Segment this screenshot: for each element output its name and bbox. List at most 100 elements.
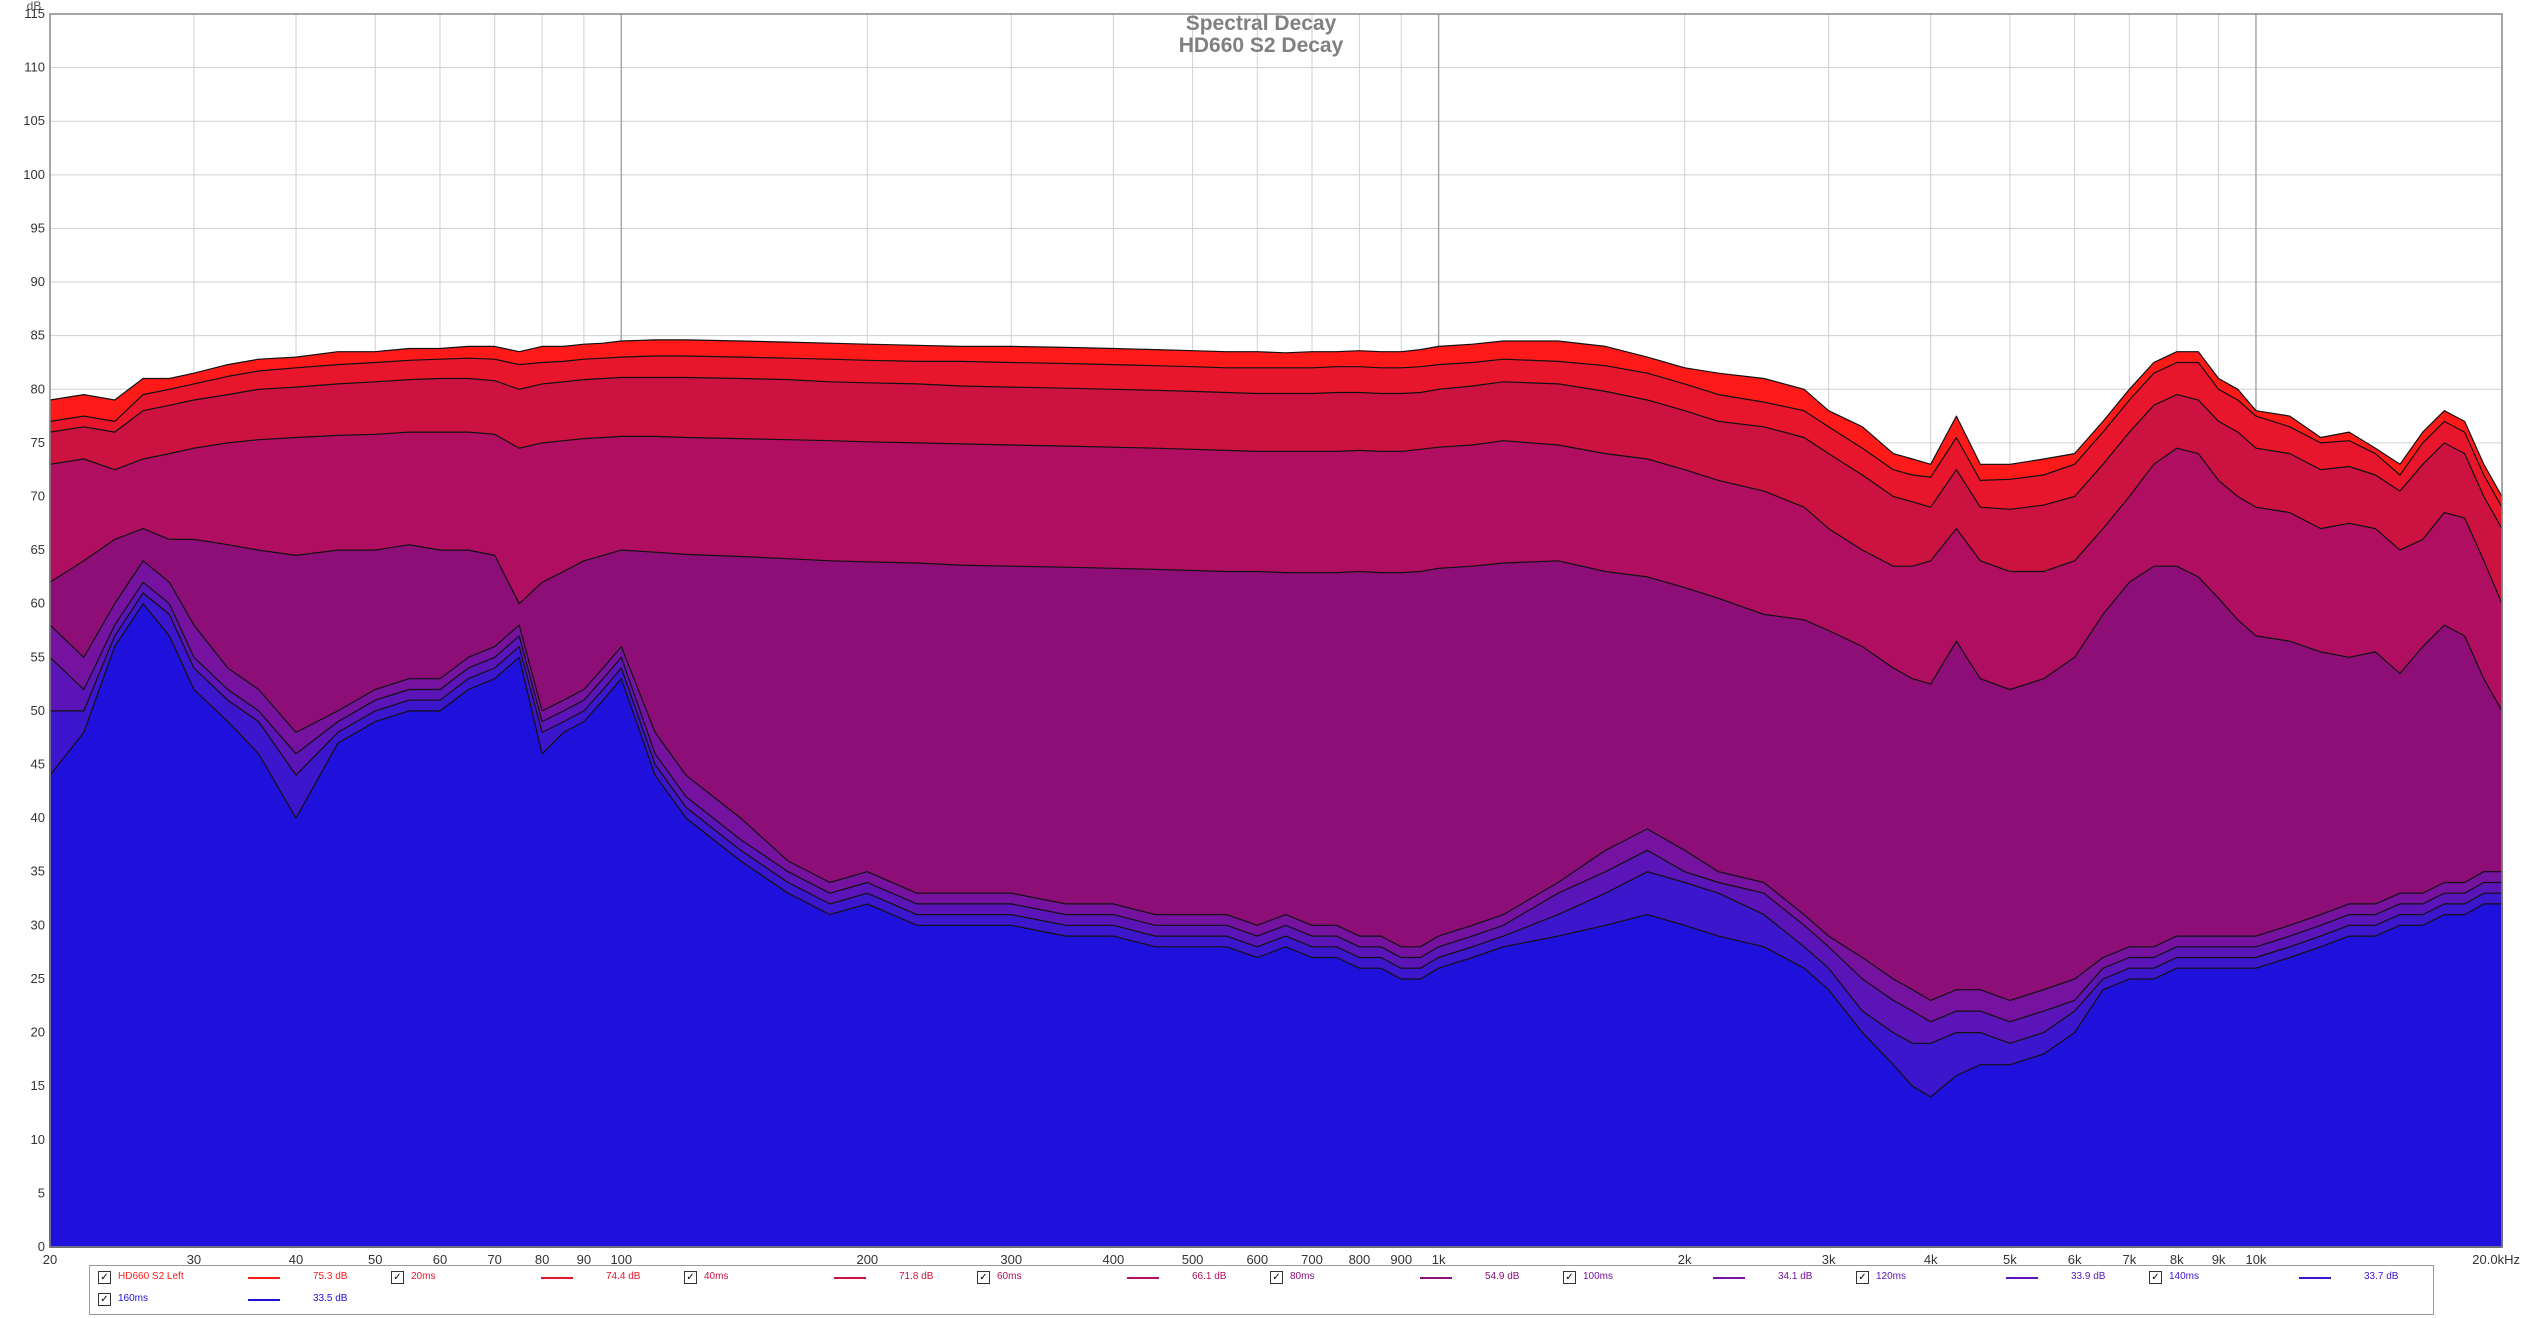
x-tick-label: 9k [2212, 1252, 2226, 1267]
y-tick-label: 65 [31, 542, 45, 557]
x-tick-label: 30 [187, 1252, 201, 1267]
legend-series-value: 74.4 dB [606, 1271, 641, 1282]
x-tick-label: 10k [2245, 1252, 2266, 1267]
y-tick-label: 15 [31, 1078, 45, 1093]
x-tick-label: 8k [2170, 1252, 2184, 1267]
y-tick-label: 50 [31, 703, 45, 718]
x-tick-label: 3k [1822, 1252, 1836, 1267]
legend-series-value: 33.5 dB [313, 1293, 348, 1304]
y-tick-label: 20 [31, 1025, 45, 1040]
x-tick-label: 900 [1390, 1252, 1412, 1267]
legend-checkbox[interactable]: ✓ [684, 1271, 697, 1284]
legend-series-value: 33.9 dB [2071, 1271, 2106, 1282]
x-tick-label: 50 [368, 1252, 382, 1267]
x-tick-label: 800 [1349, 1252, 1371, 1267]
legend-checkbox[interactable]: ✓ [1270, 1271, 1283, 1284]
legend-swatch [541, 1277, 573, 1279]
y-tick-label: 75 [31, 435, 45, 450]
x-tick-label: 2k [1678, 1252, 1692, 1267]
legend-checkbox[interactable]: ✓ [1563, 1271, 1576, 1284]
legend-item[interactable]: ✓ 160ms 33.5 dB [98, 1291, 387, 1309]
y-tick-label: 100 [23, 167, 45, 182]
legend-series-name: 80ms [1290, 1271, 1315, 1282]
x-tick-label: 1k [1432, 1252, 1446, 1267]
legend-series-value: 75.3 dB [313, 1271, 348, 1282]
y-tick-label: 0 [38, 1239, 45, 1254]
y-tick-labels: 0 5 10 15 20 25 30 35 40 45 50 55 60 65 70 75 80 85 90 95 10… [23, 6, 45, 1254]
x-tick-label: 700 [1301, 1252, 1323, 1267]
y-tick-label: 25 [31, 971, 45, 986]
legend-checkbox[interactable]: ✓ [977, 1271, 990, 1284]
x-tick-label: 70 [487, 1252, 501, 1267]
legend-item[interactable]: ✓ 100ms 34.1 dB [1563, 1269, 1852, 1287]
y-tick-label: 90 [31, 274, 45, 289]
x-tick-label: 90 [577, 1252, 591, 1267]
legend-item[interactable]: ✓ 20ms 74.4 dB [391, 1269, 680, 1287]
legend: ✓ HD660 S2 Left 75.3 dB ✓ 20ms 74.4 dB ✓ 40ms 71… [89, 1265, 2434, 1315]
x-tick-label: 7k [2122, 1252, 2136, 1267]
x-tick-labels: 20 30 40 50 60 70 80 90 100 200 300 400 500 600 700 800… [43, 1252, 2520, 1267]
y-tick-label: 55 [31, 649, 45, 664]
legend-series-value: 54.9 dB [1485, 1271, 1520, 1282]
legend-checkbox[interactable]: ✓ [98, 1271, 111, 1284]
legend-checkbox[interactable]: ✓ [98, 1293, 111, 1306]
y-tick-label: 10 [31, 1132, 45, 1147]
legend-series-value: 66.1 dB [1192, 1271, 1227, 1282]
x-tick-label: 600 [1246, 1252, 1268, 1267]
x-tick-label: 20 [43, 1252, 57, 1267]
legend-swatch [2299, 1277, 2331, 1279]
x-tick-label: 6k [2068, 1252, 2082, 1267]
legend-checkbox[interactable]: ✓ [391, 1271, 404, 1284]
legend-series-value: 33.7 dB [2364, 1271, 2399, 1282]
legend-item[interactable]: ✓ 60ms 66.1 dB [977, 1269, 1266, 1287]
x-tick-label: 40 [289, 1252, 303, 1267]
x-tick-label: 60 [433, 1252, 447, 1267]
legend-series-name: HD660 S2 Left [118, 1271, 184, 1282]
y-tick-label: 45 [31, 757, 45, 772]
x-tick-label: 400 [1103, 1252, 1125, 1267]
legend-checkbox[interactable]: ✓ [1856, 1271, 1869, 1284]
legend-item[interactable]: ✓ 140ms 33.7 dB [2149, 1269, 2438, 1287]
legend-series-name: 100ms [1583, 1271, 1614, 1282]
y-tick-label: 85 [31, 328, 45, 343]
x-tick-label: 5k [2003, 1252, 2017, 1267]
legend-checkbox[interactable]: ✓ [2149, 1271, 2162, 1284]
chart-subtitle: HD660 S2 Decay [1178, 34, 1344, 57]
decay-areas [49, 339, 2503, 1248]
y-tick-label: 5 [38, 1185, 45, 1200]
legend-item[interactable]: ✓ 120ms 33.9 dB [1856, 1269, 2145, 1287]
legend-series-value: 34.1 dB [1778, 1271, 1813, 1282]
legend-series-name: 140ms [2169, 1271, 2200, 1282]
legend-swatch [1713, 1277, 1745, 1279]
legend-swatch [1127, 1277, 1159, 1279]
y-axis-label: dB [27, 0, 42, 13]
legend-series-name: 20ms [411, 1271, 436, 1282]
legend-series-name: 60ms [997, 1271, 1022, 1282]
y-tick-label: 110 [24, 60, 45, 75]
legend-series-name: 120ms [1876, 1271, 1907, 1282]
legend-item[interactable]: ✓ HD660 S2 Left 75.3 dB [98, 1269, 387, 1287]
legend-series-name: 40ms [704, 1271, 729, 1282]
y-tick-label: 35 [31, 864, 45, 879]
legend-item[interactable]: ✓ 80ms 54.9 dB [1270, 1269, 1559, 1287]
y-tick-label: 60 [31, 596, 45, 611]
legend-item[interactable]: ✓ 40ms 71.8 dB [684, 1269, 973, 1287]
y-tick-label: 80 [31, 381, 45, 396]
x-tick-label: 500 [1182, 1252, 1204, 1267]
legend-swatch [1420, 1277, 1452, 1279]
y-tick-label: 105 [23, 113, 45, 128]
x-tick-label: 200 [856, 1252, 878, 1267]
legend-swatch [2006, 1277, 2038, 1279]
legend-swatch [834, 1277, 866, 1279]
x-tick-label: 100 [610, 1252, 632, 1267]
plot-frame [49, 13, 2503, 1248]
y-tick-label: 30 [31, 917, 45, 932]
x-tick-label: 4k [1924, 1252, 1938, 1267]
legend-swatch [248, 1299, 280, 1301]
legend-swatch [248, 1277, 280, 1279]
legend-series-name: 160ms [118, 1293, 149, 1304]
x-tick-label: 20.0kHz [2472, 1252, 2520, 1267]
y-tick-label: 115 [24, 6, 45, 21]
chart-title: Spectral Decay [1185, 12, 1337, 35]
